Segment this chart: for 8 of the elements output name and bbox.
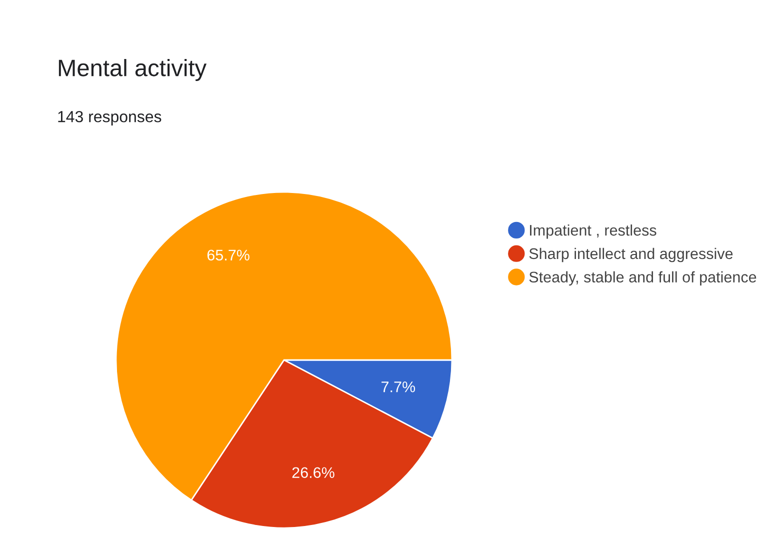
chart-title: Mental activity (58, 58, 207, 82)
legend-label: Steady, stable and full of patience (529, 271, 756, 286)
legend-label: Sharp intellect and aggressive (529, 248, 733, 262)
data-label: 65.7% (207, 250, 250, 261)
chart-subtitle: 143 responses (58, 110, 162, 126)
data-label: 26.6% (292, 467, 334, 478)
data-label: 7.7% (382, 382, 416, 392)
legend-label: Impatient , restless (530, 224, 656, 239)
